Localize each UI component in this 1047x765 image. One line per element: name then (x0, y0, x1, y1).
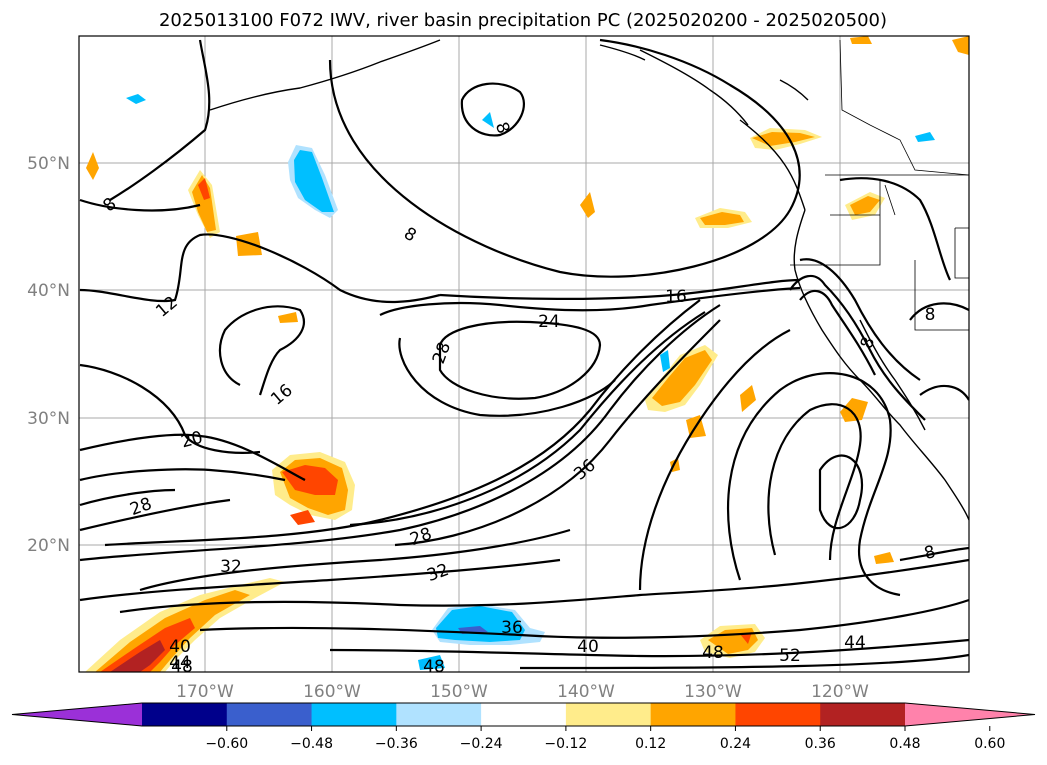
iwv-contours (79, 38, 969, 670)
colorbar-extend-low (12, 703, 142, 726)
colorbar-tick-label: −0.36 (375, 736, 418, 752)
colorbar-segment (820, 703, 906, 726)
political-borders (790, 39, 969, 331)
colorbar-segment (650, 703, 736, 726)
colorbar-segment (226, 703, 313, 726)
contour-label: 48 (171, 657, 193, 677)
lon-label: 170°W (176, 682, 234, 702)
lon-label: 160°W (303, 682, 361, 702)
colorbar-segment (311, 703, 397, 726)
colorbar-tick-label: −0.24 (460, 736, 503, 752)
colorbar-tick-label: 0.24 (720, 736, 751, 752)
contour-label: 40 (577, 637, 599, 657)
contour-label: 44 (844, 633, 866, 653)
lon-label: 150°W (430, 682, 488, 702)
map-title: 2025013100 F072 IWV, river basin precipi… (159, 10, 887, 31)
map-frame (78, 35, 970, 673)
colorbar-extend-high (905, 703, 1035, 726)
contour-label: 8 (922, 542, 938, 564)
colorbar-segment (481, 703, 567, 726)
colorbar-tick-label: 0.12 (635, 736, 666, 752)
contour-label: 16 (665, 287, 687, 307)
longitude-labels: 170°W 160°W 150°W 140°W 130°W 120°W (176, 682, 869, 702)
colorbar-segment (142, 703, 228, 726)
colorbar-tick-label: −0.48 (290, 736, 333, 752)
contour-label: 32 (220, 557, 242, 577)
colorbar-segment (735, 703, 821, 726)
coastlines (209, 39, 969, 521)
lat-label: 50°N (27, 154, 70, 174)
contour-label: 40 (169, 637, 191, 657)
lon-label: 130°W (684, 682, 742, 702)
map-plot-area: 8 8 8 8 8 8 12 16 16 20 24 28 28 28 32 3… (79, 36, 969, 677)
colorbar-segment (396, 703, 482, 726)
contour-label: 44 (169, 653, 191, 673)
precipitation-shading (85, 36, 969, 672)
contour-label: 52 (779, 646, 801, 666)
contour-label: 48 (423, 657, 445, 677)
colorbar: −0.60 −0.48 −0.36 −0.24 −0.12 0.12 0.24 0.36 0.4… (11, 702, 1036, 752)
lon-label: 140°W (557, 682, 615, 702)
latitude-labels: 50°N 40°N 30°N 20°N (27, 154, 70, 556)
contour-label: 8 (925, 305, 936, 325)
colorbar-tick-label: 0.60 (974, 736, 1005, 752)
colorbar-tick-label: 0.36 (805, 736, 836, 752)
colorbar-outline (11, 702, 1036, 727)
colorbar-tick-label: −0.12 (544, 736, 587, 752)
lat-label: 40°N (27, 281, 70, 301)
lat-label: 20°N (27, 536, 70, 556)
lat-label: 30°N (27, 409, 70, 429)
colorbar-tick-label: −0.60 (205, 736, 248, 752)
contour-label: 24 (538, 312, 560, 332)
colorbar-segment (565, 703, 652, 726)
lon-label: 120°W (811, 682, 869, 702)
contour-label: 48 (702, 643, 724, 663)
colorbar-tick-label: 0.48 (889, 736, 920, 752)
contour-label: 36 (501, 618, 523, 638)
